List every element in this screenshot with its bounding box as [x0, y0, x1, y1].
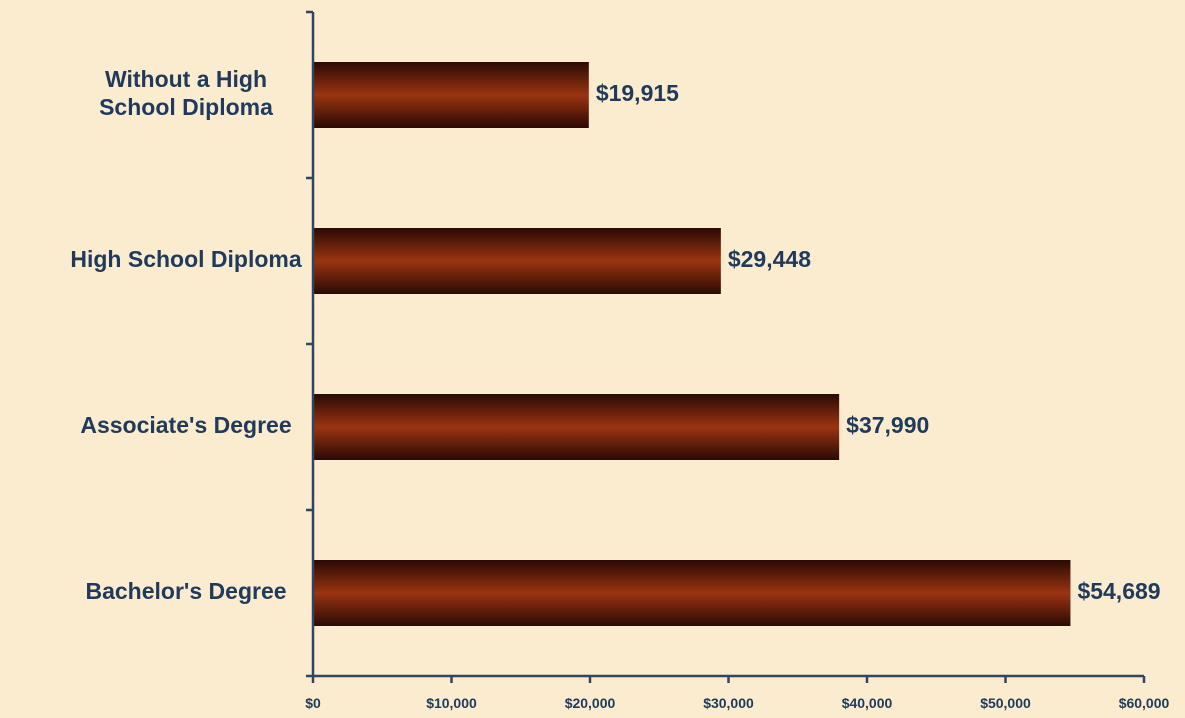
axes	[306, 10, 1146, 683]
category-label: Bachelor's Degree	[85, 578, 286, 604]
x-tick-label: $20,000	[565, 695, 616, 711]
x-tick-label: $50,000	[980, 695, 1031, 711]
data-label: $29,448	[728, 246, 811, 272]
bar	[313, 394, 840, 460]
data-label: $37,990	[846, 412, 929, 438]
x-tick-label: $10,000	[426, 695, 477, 711]
bars	[313, 62, 1071, 626]
x-tick-label: $40,000	[842, 695, 893, 711]
category-label: Without a High School Diploma	[99, 66, 273, 120]
bar	[313, 560, 1071, 626]
category-label: Associate's Degree	[80, 412, 291, 438]
bar	[313, 228, 721, 294]
data-label: $54,689	[1077, 578, 1160, 604]
x-tick-label: $60,000	[1119, 695, 1170, 711]
labels: $19,915 Without a High School Diploma $29,4…	[70, 66, 1169, 711]
x-tick-label: $30,000	[703, 695, 754, 711]
x-tick-label: $0	[305, 695, 321, 711]
category-label: High School Diploma	[70, 246, 301, 272]
bar	[313, 62, 589, 128]
data-label: $19,915	[596, 80, 679, 106]
